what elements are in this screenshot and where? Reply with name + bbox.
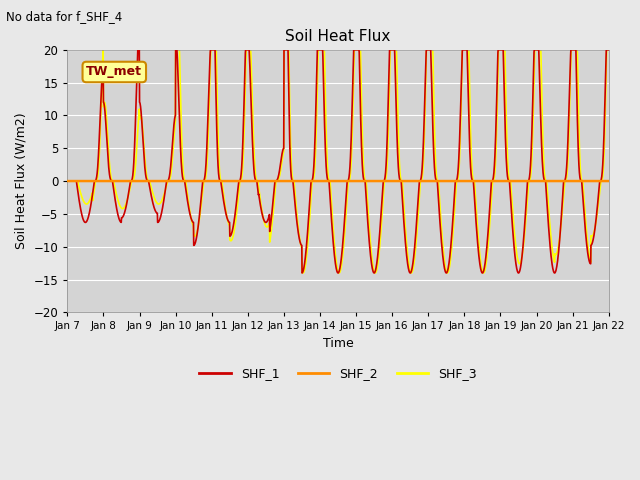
- SHF_1: [573, 72, 580, 78]
- Line: SHF_3: SHF_3: [67, 50, 609, 273]
- SHF_3: [366, 232, 374, 238]
- SHF_3: [214, 148, 222, 154]
- SHF_3: [354, 47, 362, 53]
- SHF_2: [63, 178, 71, 184]
- SHF_1: [134, 47, 141, 53]
- Line: SHF_1: SHF_1: [67, 50, 609, 273]
- SHF_3: [557, 219, 565, 225]
- SHF_2: [354, 178, 362, 184]
- SHF_1: [354, 47, 362, 53]
- SHF_2: [365, 178, 373, 184]
- SHF_1: [495, 47, 503, 53]
- SHF_2: [557, 178, 564, 184]
- SHF_3: [99, 47, 107, 53]
- SHF_1: [63, 178, 71, 184]
- SHF_3: [496, 47, 504, 53]
- Y-axis label: Soil Heat Flux (W/m2): Soil Heat Flux (W/m2): [15, 113, 28, 250]
- SHF_3: [573, 47, 580, 53]
- X-axis label: Time: Time: [323, 337, 353, 350]
- SHF_2: [495, 178, 503, 184]
- Legend: SHF_1, SHF_2, SHF_3: SHF_1, SHF_2, SHF_3: [195, 362, 482, 385]
- SHF_2: [214, 178, 222, 184]
- SHF_1: [557, 214, 565, 219]
- SHF_2: [605, 178, 612, 184]
- SHF_2: [572, 178, 580, 184]
- Title: Soil Heat Flux: Soil Heat Flux: [285, 29, 391, 44]
- SHF_1: [214, 170, 222, 176]
- Text: No data for f_SHF_4: No data for f_SHF_4: [6, 10, 123, 23]
- SHF_3: [300, 270, 307, 276]
- SHF_1: [605, 47, 612, 53]
- SHF_3: [605, 47, 612, 53]
- Text: TW_met: TW_met: [86, 65, 142, 79]
- SHF_1: [551, 270, 559, 276]
- SHF_1: [365, 242, 373, 248]
- SHF_3: [63, 178, 71, 184]
